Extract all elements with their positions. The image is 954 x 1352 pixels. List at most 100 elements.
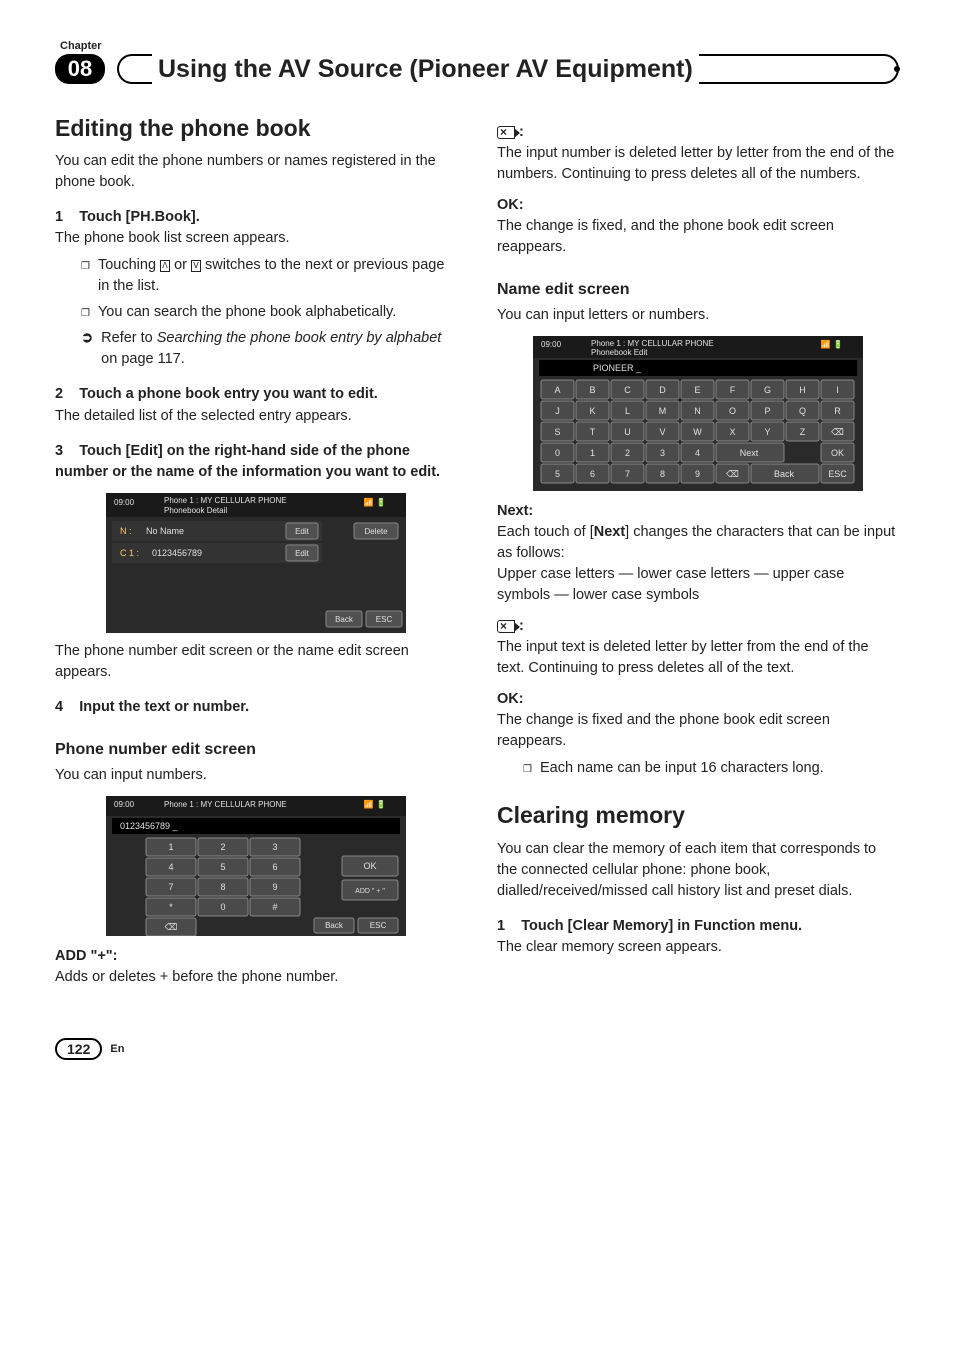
svg-text:K: K — [589, 406, 595, 416]
ok-text-2: The change is fixed and the phone book e… — [497, 710, 899, 752]
svg-text:Delete: Delete — [364, 527, 388, 536]
svg-text:0123456789: 0123456789 — [152, 548, 202, 558]
svg-text:C 1 :: C 1 : — [120, 548, 139, 558]
bullet-item: ❐ You can search the phone book alphabet… — [81, 302, 457, 323]
svg-text:H: H — [799, 385, 806, 395]
svg-text:Phone 1 : MY CELLULAR PHONE: Phone 1 : MY CELLULAR PHONE — [164, 496, 287, 505]
bullet-text: Touching ᐱ or ᐯ switches to the next or … — [98, 255, 457, 297]
svg-text:*: * — [169, 902, 173, 912]
svg-text:Edit: Edit — [295, 549, 310, 558]
step-number: 3 — [55, 443, 63, 459]
heading-clearing-memory: Clearing memory — [497, 799, 899, 832]
svg-text:Phone 1 : MY CELLULAR PHONE: Phone 1 : MY CELLULAR PHONE — [591, 339, 714, 348]
svg-text:B: B — [589, 385, 595, 395]
heading-editing-phone-book: Editing the phone book — [55, 112, 457, 145]
phonebook-detail-screenshot: 09:00 Phone 1 : MY CELLULAR PHONEPhoneboo… — [106, 493, 406, 633]
svg-text:OK: OK — [363, 861, 376, 871]
step-3-after: The phone number edit screen or the name… — [55, 641, 457, 683]
svg-text:Phonebook Edit: Phonebook Edit — [591, 348, 648, 357]
svg-text:A: A — [554, 385, 560, 395]
svg-text:4: 4 — [695, 448, 700, 458]
svg-text:O: O — [729, 406, 736, 416]
svg-text:09:00: 09:00 — [114, 800, 135, 809]
delete-icon-label-2: : — [497, 616, 899, 637]
step-number: 2 — [55, 386, 63, 402]
down-arrow-icon: ᐯ — [191, 260, 201, 272]
svg-text:G: G — [764, 385, 771, 395]
bullet-item: ❐ Touching ᐱ or ᐯ switches to the next o… — [81, 255, 457, 297]
clear-intro: You can clear the memory of each item th… — [497, 839, 899, 902]
square-bullet-icon: ❐ — [81, 260, 90, 297]
clear-step-1-after: The clear memory screen appears. — [497, 937, 899, 958]
name-edit-screenshot: 09:00 Phone 1 : MY CELLULAR PHONEPhoneboo… — [533, 336, 863, 491]
svg-text:D: D — [659, 385, 666, 395]
svg-text:L: L — [625, 406, 630, 416]
svg-text:E: E — [694, 385, 700, 395]
step-label: Touch [Clear Memory] in Function menu. — [521, 918, 802, 934]
step-label: Touch a phone book entry you want to edi… — [79, 386, 378, 402]
svg-text:⌫: ⌫ — [726, 469, 739, 479]
svg-text:ESC: ESC — [376, 615, 393, 624]
svg-text:2: 2 — [625, 448, 630, 458]
svg-text:P: P — [764, 406, 770, 416]
svg-text:Z: Z — [800, 427, 806, 437]
bullet-text: Refer to Searching the phone book entry … — [101, 328, 457, 370]
delete-text-1: The input number is deleted letter by le… — [497, 143, 899, 185]
name-edit-intro: You can input letters or numbers. — [497, 305, 899, 326]
svg-text:OK: OK — [831, 448, 844, 458]
left-column: Editing the phone book You can edit the … — [55, 112, 457, 988]
phone-number-edit-screenshot: 09:00Phone 1 : MY CELLULAR PHONE📶 🔋01234… — [106, 796, 406, 936]
square-bullet-icon: ❐ — [523, 763, 532, 779]
step-number: 1 — [497, 918, 505, 934]
svg-text:ESC: ESC — [370, 921, 387, 930]
bullet-text: Each name can be input 16 characters lon… — [540, 758, 824, 779]
svg-text:7: 7 — [625, 469, 630, 479]
right-column: : The input number is deleted letter by … — [497, 112, 899, 988]
svg-text:3: 3 — [272, 842, 277, 852]
square-bullet-icon: ❐ — [81, 307, 90, 323]
step-2: 2 Touch a phone book entry you want to e… — [55, 384, 457, 405]
svg-text:09:00: 09:00 — [541, 340, 562, 349]
svg-text:Phone 1 : MY CELLULAR PHONE: Phone 1 : MY CELLULAR PHONE — [164, 800, 287, 809]
ok-label-1: OK: — [497, 195, 899, 216]
bullet-item: ❐ Each name can be input 16 characters l… — [523, 758, 899, 779]
next-text-list: Upper case letters — lower case letters … — [497, 564, 899, 606]
svg-text:X: X — [729, 427, 735, 437]
svg-text:8: 8 — [660, 469, 665, 479]
next-label: Next: — [497, 501, 899, 522]
next-text: Each touch of [Next] changes the charact… — [497, 522, 899, 564]
heading-phone-number-edit: Phone number edit screen — [55, 738, 457, 761]
svg-text:N: N — [694, 406, 701, 416]
bullet-text: You can search the phone book alphabetic… — [98, 302, 396, 323]
page-number: 122 — [55, 1038, 102, 1060]
step-4: 4 Input the text or number. — [55, 697, 457, 718]
chapter-number-badge: 08 — [55, 54, 105, 84]
svg-text:F: F — [730, 385, 736, 395]
svg-text:⌫: ⌫ — [831, 427, 844, 437]
step-1-after: The phone book list screen appears. — [55, 228, 457, 249]
svg-text:7: 7 — [168, 882, 173, 892]
svg-text:8: 8 — [220, 882, 225, 892]
ref-arrow-icon: ➲ — [81, 328, 93, 370]
svg-text:9: 9 — [695, 469, 700, 479]
step-number: 4 — [55, 699, 63, 715]
chapter-label: Chapter — [60, 40, 899, 52]
svg-text:R: R — [834, 406, 841, 416]
ok-label-2: OK: — [497, 689, 899, 710]
svg-text:Back: Back — [325, 921, 344, 930]
svg-text:Next: Next — [740, 448, 759, 458]
svg-text:ESC: ESC — [828, 469, 847, 479]
svg-text:Edit: Edit — [295, 527, 310, 536]
svg-text:📶 🔋: 📶 🔋 — [821, 339, 843, 349]
svg-text:09:00: 09:00 — [114, 498, 135, 507]
svg-text:I: I — [836, 385, 839, 395]
intro-text: You can edit the phone numbers or names … — [55, 151, 457, 193]
step-2-after: The detailed list of the selected entry … — [55, 406, 457, 427]
svg-text:5: 5 — [555, 469, 560, 479]
svg-text:Back: Back — [335, 615, 354, 624]
delete-text-2: The input text is deleted letter by lett… — [497, 637, 899, 679]
svg-text:Phonebook Detail: Phonebook Detail — [164, 506, 227, 515]
chapter-header: 08 Using the AV Source (Pioneer AV Equip… — [55, 54, 899, 84]
svg-text:0: 0 — [220, 902, 225, 912]
add-plus-label: ADD "+": — [55, 946, 457, 967]
